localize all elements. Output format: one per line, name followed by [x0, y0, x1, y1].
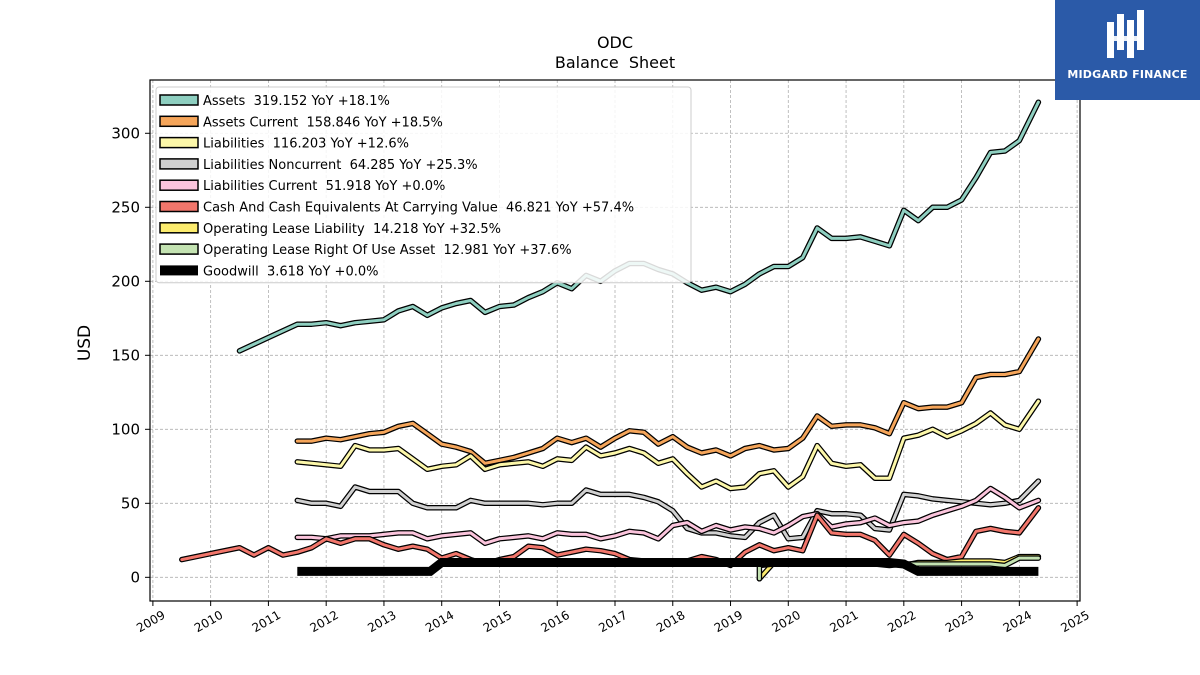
legend-swatch	[159, 243, 199, 255]
x-tick-label: 2020	[770, 608, 803, 635]
legend-swatch	[159, 158, 199, 170]
x-tick-label: 2024	[1001, 608, 1034, 635]
series-line	[295, 487, 1040, 545]
legend-swatch	[159, 94, 199, 106]
x-tick-label: 2009	[134, 608, 167, 635]
y-tick-label: 300	[111, 124, 140, 142]
brand-mark-icon	[1107, 10, 1144, 58]
x-tick-label: 2017	[596, 608, 629, 635]
brand-logo: MIDGARD FINANCE	[1055, 0, 1200, 100]
series-line	[295, 337, 1040, 465]
legend-box	[155, 86, 692, 284]
x-tick-label: 2016	[539, 608, 572, 635]
x-tick-label: 2010	[192, 608, 225, 635]
series-line	[295, 479, 1040, 541]
x-tick-label: 2022	[885, 608, 918, 635]
x-tick-label: 2018	[654, 608, 687, 635]
legend: Assets 319.152 YoY +18.1% Assets Current …	[155, 86, 692, 284]
chart-subtitle: Balance Sheet	[555, 53, 675, 72]
brand-name: MIDGARD FINANCE	[1067, 68, 1188, 81]
series-line	[180, 506, 1040, 567]
x-tick-label: 2019	[712, 608, 745, 635]
legend-label: Liabilities Current 51.918 YoY +0.0%	[203, 179, 445, 194]
legend-swatch	[159, 115, 199, 128]
legend-label: Liabilities Noncurrent 64.285 YoY +25.3%	[203, 158, 478, 173]
y-tick-label: 250	[111, 198, 140, 216]
series-line	[295, 399, 1040, 490]
series-lines	[179, 99, 1042, 582]
legend-swatch	[159, 222, 199, 234]
chart-title: ODC	[597, 33, 633, 52]
legend-swatch	[159, 136, 199, 149]
series-outline	[294, 398, 1042, 492]
x-axis: 2009 2010 2011 2012 2013 2014 2015 2016 2017 2018…	[134, 601, 1092, 635]
x-tick-label: 2023	[943, 608, 976, 635]
y-tick-label: 50	[121, 494, 140, 512]
x-tick-label: 2012	[307, 608, 340, 635]
legend-label: Liabilities 116.203 YoY +12.6%	[203, 137, 409, 152]
x-tick-label: 2021	[827, 608, 860, 635]
series-line	[297, 558, 1039, 576]
legend-label: Assets 319.152 YoY +18.1%	[203, 94, 390, 109]
y-tick-label: 200	[111, 272, 140, 290]
x-tick-label: 2025	[1058, 608, 1091, 635]
legend-label: Cash And Cash Equivalents At Carrying Va…	[203, 201, 634, 216]
legend-swatch	[159, 179, 199, 191]
legend-swatch	[160, 265, 198, 276]
y-tick-label: 100	[111, 420, 140, 438]
legend-label: Operating Lease Liability 14.218 YoY +32…	[203, 222, 501, 237]
y-tick-label: 0	[130, 568, 140, 586]
y-axis-label: USD	[75, 325, 95, 361]
x-tick-label: 2011	[250, 608, 283, 635]
x-tick-label: 2014	[423, 608, 456, 635]
legend-swatch	[159, 200, 199, 213]
x-tick-label: 2015	[481, 608, 514, 635]
legend-label: Assets Current 158.846 YoY +18.5%	[203, 115, 443, 130]
legend-label: Goodwill 3.618 YoY +0.0%	[203, 264, 378, 279]
y-axis: 0 50 100 150 200 250 300	[111, 124, 150, 586]
x-tick-label: 2013	[365, 608, 398, 635]
legend-label: Operating Lease Right Of Use Asset 12.98…	[203, 243, 572, 258]
series-outline	[294, 336, 1042, 467]
y-tick-label: 150	[111, 346, 140, 364]
